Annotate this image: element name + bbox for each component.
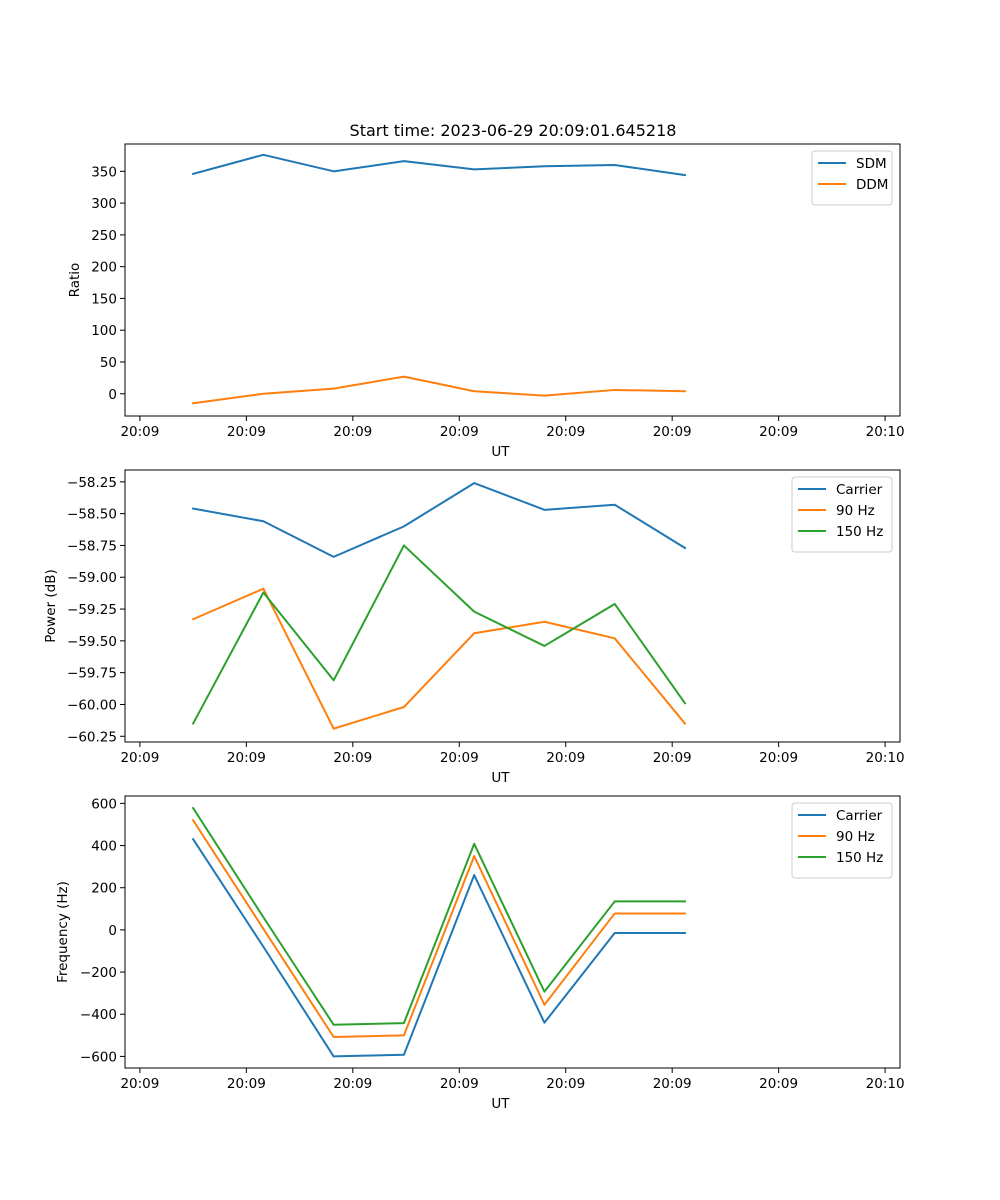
y-tick-label: −59.25 bbox=[67, 602, 117, 618]
y-tick-label: 0 bbox=[108, 923, 117, 939]
x-tick-label: 20:09 bbox=[227, 750, 266, 766]
x-tick-label: 20:09 bbox=[333, 424, 372, 440]
series-line-1-2 bbox=[192, 375, 686, 405]
x-tick-label: 20:09 bbox=[546, 750, 585, 766]
x-tick-label: 20:09 bbox=[440, 424, 479, 440]
legend: Carrier 90 Hz 150 Hz bbox=[791, 476, 893, 553]
x-axis-label: UT bbox=[491, 444, 510, 460]
subplot-1: 20:09 20:09 20:09 20:09 20:09 20:09 20:09 20:10… bbox=[67, 143, 905, 460]
x-tick-label: 20:09 bbox=[333, 1076, 372, 1092]
legend-box bbox=[791, 802, 893, 879]
y-tick-label: −200 bbox=[80, 965, 117, 981]
legend-label: Carrier bbox=[836, 482, 883, 498]
y-tick-label: 400 bbox=[91, 839, 117, 855]
y-tick-label: −58.50 bbox=[67, 507, 117, 523]
y-tick-label: 300 bbox=[91, 196, 117, 212]
x-tick-label: 20:09 bbox=[333, 750, 372, 766]
figure-title: Start time: 2023-06-29 20:09:01.645218 bbox=[350, 121, 677, 140]
y-tick-label: −59.00 bbox=[67, 570, 117, 586]
y-tick-label: −59.50 bbox=[67, 634, 117, 650]
axes-frame bbox=[124, 143, 901, 417]
y-axis-label: Ratio bbox=[67, 263, 83, 298]
x-tick-label: 20:09 bbox=[440, 750, 479, 766]
x-tick-label: 20:10 bbox=[866, 1076, 905, 1092]
legend-box bbox=[791, 476, 893, 553]
legend: SDM DDM bbox=[811, 150, 893, 206]
x-tick-label: 20:10 bbox=[866, 750, 905, 766]
y-tick-label: 350 bbox=[91, 164, 117, 180]
x-tick-label: 20:09 bbox=[120, 1076, 159, 1092]
y-tick-label: −400 bbox=[80, 1007, 117, 1023]
subplot-2: 20:09 20:09 20:09 20:09 20:09 20:09 20:09 20:10… bbox=[43, 469, 905, 786]
y-tick-label: −60.00 bbox=[67, 697, 117, 713]
series-line-3-1 bbox=[191, 837, 686, 1058]
x-tick-label: 20:09 bbox=[759, 424, 798, 440]
legend: Carrier 90 Hz 150 Hz bbox=[791, 802, 893, 879]
y-tick-label: −58.25 bbox=[67, 475, 117, 491]
y-axis-label: Power (dB) bbox=[43, 569, 59, 642]
x-axis-label: UT bbox=[491, 770, 510, 786]
legend-label: 150 Hz bbox=[836, 524, 883, 540]
x-tick-label: 20:09 bbox=[120, 750, 159, 766]
subplot-3: 20:09 20:09 20:09 20:09 20:09 20:09 20:09 20:10… bbox=[55, 795, 905, 1112]
axes-frame bbox=[124, 795, 901, 1069]
x-tick-label: 20:09 bbox=[227, 424, 266, 440]
y-tick-label: −600 bbox=[80, 1049, 117, 1065]
y-tick-label: 150 bbox=[91, 291, 117, 307]
y-axis-label: Frequency (Hz) bbox=[55, 881, 71, 983]
y-tick-label: −58.75 bbox=[67, 538, 117, 554]
x-axis-label: UT bbox=[491, 1096, 510, 1112]
x-tick-label: 20:09 bbox=[653, 750, 692, 766]
series-line-2-2 bbox=[191, 587, 687, 730]
y-tick-label: 250 bbox=[91, 228, 117, 244]
axes-frame bbox=[124, 469, 901, 743]
y-tick-label: 100 bbox=[91, 323, 117, 339]
y-tick-label: −60.25 bbox=[67, 729, 117, 745]
legend-label: 150 Hz bbox=[836, 850, 883, 866]
legend-label: 90 Hz bbox=[836, 503, 875, 519]
series-line-3-3 bbox=[191, 806, 686, 1026]
legend-label: SDM bbox=[856, 156, 887, 172]
x-tick-label: 20:09 bbox=[546, 424, 585, 440]
series-line-1-1 bbox=[191, 153, 687, 177]
series-line-3-2 bbox=[191, 818, 686, 1038]
y-tick-label: 600 bbox=[91, 796, 117, 812]
y-tick-label: 200 bbox=[91, 260, 117, 276]
x-tick-label: 20:09 bbox=[546, 1076, 585, 1092]
y-tick-label: 50 bbox=[100, 355, 117, 371]
y-tick-label: 0 bbox=[108, 387, 117, 403]
x-tick-label: 20:09 bbox=[227, 1076, 266, 1092]
series-line-2-1 bbox=[191, 482, 687, 558]
x-tick-label: 20:10 bbox=[866, 424, 905, 440]
legend-label: Carrier bbox=[836, 808, 883, 824]
y-tick-label: 200 bbox=[91, 881, 117, 897]
x-tick-label: 20:09 bbox=[759, 750, 798, 766]
legend-label: DDM bbox=[856, 177, 888, 193]
y-tick-label: −59.75 bbox=[67, 666, 117, 682]
x-tick-label: 20:09 bbox=[440, 1076, 479, 1092]
series-line-2-3 bbox=[191, 544, 687, 725]
x-tick-label: 20:09 bbox=[653, 1076, 692, 1092]
x-tick-label: 20:09 bbox=[759, 1076, 798, 1092]
legend-label: 90 Hz bbox=[836, 829, 875, 845]
legend-box bbox=[811, 150, 893, 206]
x-tick-label: 20:09 bbox=[653, 424, 692, 440]
x-tick-label: 20:09 bbox=[120, 424, 159, 440]
